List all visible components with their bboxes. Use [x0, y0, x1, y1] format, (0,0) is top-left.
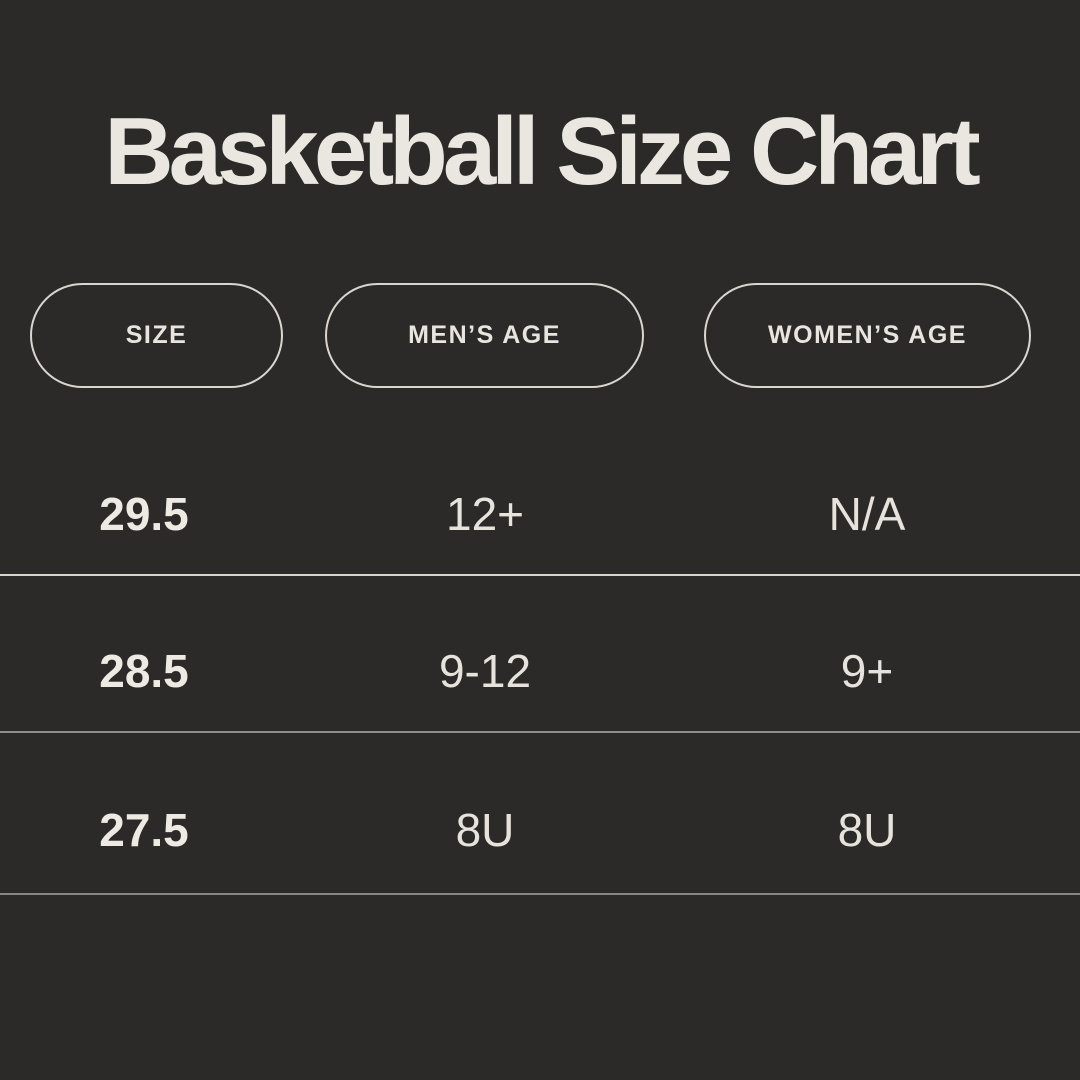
page-title: Basketball Size Chart	[104, 98, 980, 205]
table-row-28-5: 28.5 9-12 9+	[0, 576, 1080, 731]
table-body: 29.5 12+ N/A 28.5 9-12 9+ 27.5 8U 8U	[0, 419, 1080, 895]
mens-age-cell: 12+	[445, 487, 525, 540]
header-pill-mens-age: MEN’S AGE	[325, 283, 644, 388]
header-label-size: SIZE	[125, 321, 188, 349]
womens-age-cell: 9+	[840, 644, 894, 697]
table-row-27-5: 27.5 8U 8U	[0, 733, 1080, 893]
header-pill-womens-age: WOMEN’S AGE	[704, 283, 1031, 388]
header-label-mens-age: MEN’S AGE	[408, 321, 561, 349]
row-divider	[0, 731, 1080, 733]
table-header-row: SIZE MEN’S AGE WOMEN’S AGE	[0, 283, 1080, 388]
mens-age-cell: 9-12	[438, 644, 532, 697]
table-row-29-5: 29.5 12+ N/A	[0, 419, 1080, 574]
mens-age-cell: 8U	[455, 804, 515, 856]
header-pill-size: SIZE	[30, 283, 283, 388]
header-label-womens-age: WOMEN’S AGE	[768, 321, 967, 349]
size-cell: 27.5	[99, 804, 189, 856]
womens-age-cell: N/A	[828, 487, 906, 540]
size-cell: 28.5	[99, 644, 189, 697]
row-divider	[0, 893, 1080, 895]
size-cell: 29.5	[99, 487, 189, 540]
womens-age-cell: 8U	[837, 804, 897, 856]
row-divider	[0, 574, 1080, 576]
